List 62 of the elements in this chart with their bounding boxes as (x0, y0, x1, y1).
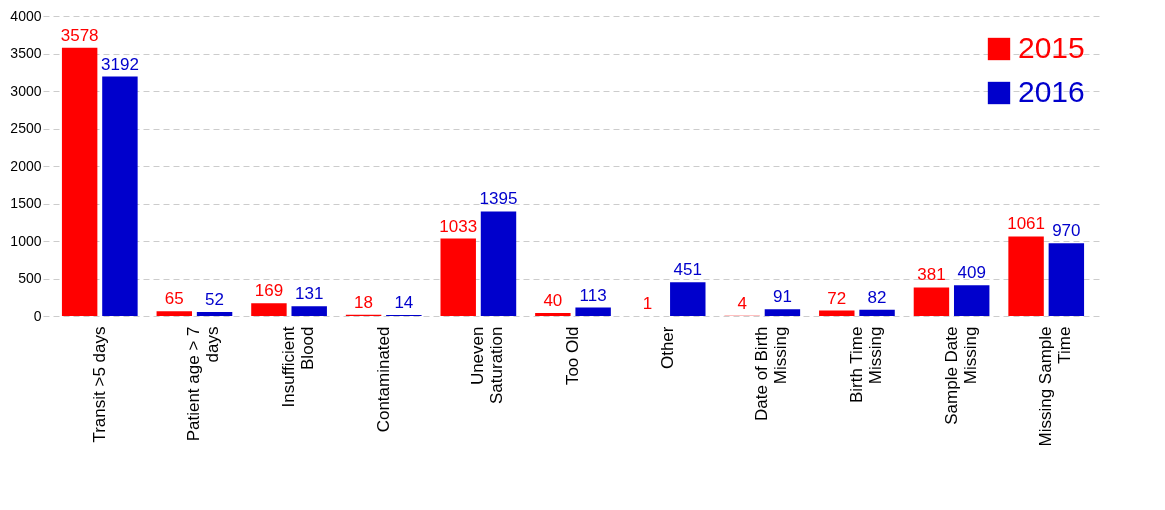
data-label: 113 (579, 285, 607, 305)
data-label: 1033 (439, 216, 478, 236)
bar (102, 76, 138, 316)
bar (1008, 236, 1044, 316)
bar (764, 309, 801, 316)
data-label: 91 (772, 287, 792, 307)
data-label: 970 (1052, 221, 1081, 241)
y-tick-label: 4000 (10, 7, 42, 24)
x-tick-label: Sample Date Missing (941, 326, 980, 425)
data-label: 409 (957, 263, 986, 283)
x-tick-label: Transit >5 days (89, 326, 109, 443)
data-label: 1395 (479, 189, 518, 209)
y-tick-label: 0 (33, 307, 42, 324)
data-label: 65 (164, 289, 184, 309)
bar (953, 285, 990, 316)
data-label: 451 (673, 260, 702, 280)
data-label: 72 (827, 288, 847, 308)
data-label: 1 (642, 293, 653, 313)
data-label: 131 (295, 284, 324, 304)
bar (819, 310, 855, 316)
x-tick-label: Contaminated (373, 326, 393, 433)
legend-label: 2016 (1018, 75, 1085, 108)
x-tick-label: Other (657, 326, 677, 370)
bar (535, 313, 571, 316)
bar (291, 306, 327, 316)
x-tick-label: Birth Time Missing (846, 326, 885, 404)
data-label: 169 (254, 281, 284, 301)
data-label: 52 (205, 290, 225, 310)
data-label: 18 (354, 292, 374, 312)
y-tick-label: 2000 (10, 157, 42, 174)
bar (913, 287, 950, 316)
bar (575, 307, 611, 316)
y-tick-label: 3000 (10, 82, 42, 99)
bar (480, 211, 517, 316)
y-tick-label: 2500 (10, 120, 42, 136)
x-tick-label: Uneven Saturation (468, 326, 507, 404)
bar (156, 311, 193, 316)
data-label: 1061 (1007, 214, 1045, 234)
bar (61, 47, 98, 316)
x-tick-label: Too Old (563, 326, 582, 386)
x-tick-label: Insufficient Blood (279, 326, 318, 408)
data-label: 4 (737, 293, 747, 313)
bar (670, 282, 706, 316)
data-label: 40 (543, 291, 563, 310)
legend-label: 2015 (1018, 31, 1085, 64)
bar (251, 303, 287, 316)
bar (1048, 243, 1085, 316)
data-label: 3192 (101, 54, 139, 74)
data-label: 381 (917, 265, 946, 285)
y-tick-label: 1000 (10, 232, 42, 249)
data-label: 3578 (60, 25, 99, 45)
y-tick-label: 1500 (10, 195, 42, 211)
x-tick-label: Patient age > 7 days (184, 326, 223, 442)
bar (196, 312, 233, 316)
data-label: 82 (867, 287, 887, 307)
data-label: 14 (394, 292, 414, 312)
x-tick-label: Date of Birth Missing (752, 326, 791, 421)
bar (440, 238, 476, 316)
y-tick-label: 500 (18, 270, 42, 286)
y-tick-label: 3500 (10, 45, 42, 61)
x-tick-label: Missing Sample Time (1036, 326, 1075, 447)
bar (859, 309, 895, 316)
